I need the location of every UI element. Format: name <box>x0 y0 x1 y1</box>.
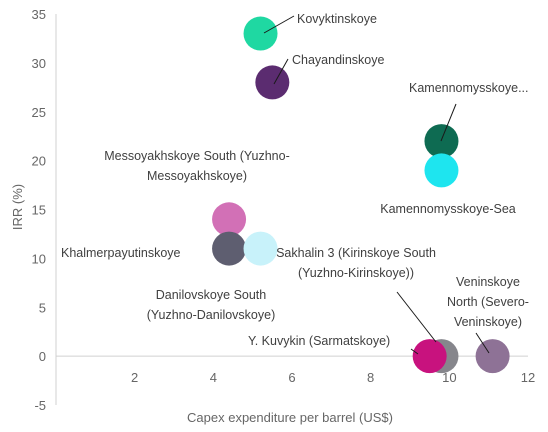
x-tick-label: 6 <box>288 370 295 385</box>
x-tick-label: 4 <box>210 370 217 385</box>
data-point[interactable] <box>424 153 459 188</box>
y-tick-label: 10 <box>32 251 46 266</box>
y-tick-label: 25 <box>32 105 46 120</box>
x-tick-label: 8 <box>367 370 374 385</box>
point-label: Danilovskoye South (Yuzhno-Danilovskoye) <box>147 288 276 322</box>
y-tick-label: 0 <box>39 349 46 364</box>
point-label: Kovyktinskoye <box>297 12 377 26</box>
point-label: Veninskoye North (Severo-Veninskoye) <box>447 275 529 329</box>
point-label: Messoyakhskoye South (Yuzhno-Messoyakhsk… <box>104 149 290 183</box>
x-tick-label: 10 <box>442 370 456 385</box>
y-tick-label: -5 <box>34 398 46 413</box>
point-label: Y. Kuvykin (Sarmatskoye) <box>248 334 390 348</box>
point-labels: Kovyktinskoye Chayandinskoye Kamennomyssko… <box>61 12 529 355</box>
y-axis-title: IRR (%) <box>10 184 25 230</box>
data-point[interactable] <box>475 339 510 374</box>
y-tick-label: 15 <box>32 203 46 218</box>
label-leader-line <box>440 103 457 142</box>
data-point[interactable] <box>412 339 447 374</box>
y-tick-label: 5 <box>39 300 46 315</box>
data-point[interactable] <box>212 231 247 266</box>
label-leader-line <box>475 332 490 354</box>
y-tick-label: 20 <box>32 154 46 169</box>
point-label: Kamennomysskoye-Sea <box>380 202 516 216</box>
y-tick-label: 30 <box>32 56 46 71</box>
x-tick-label: 2 <box>131 370 138 385</box>
point-label: Sakhalin 3 (Kirinskoye South (Yuzhno-Kiri… <box>276 246 436 280</box>
label-leader-line <box>396 291 437 343</box>
point-label: Chayandinskoye <box>292 53 384 67</box>
label-leader-line <box>410 348 419 355</box>
label-leader-line <box>273 58 289 85</box>
label-leader-line <box>263 15 295 34</box>
x-axis-title: Capex expenditure per barrel (US$) <box>187 410 393 425</box>
x-tick-label: 12 <box>521 370 535 385</box>
point-label: Khalmerpayutinskoye <box>61 246 181 260</box>
axes: -5 0 5 10 15 20 25 30 35 2 4 6 8 10 12 <box>32 7 536 413</box>
y-tick-label: 35 <box>32 7 46 22</box>
data-point[interactable] <box>255 65 290 100</box>
data-point[interactable] <box>243 231 278 266</box>
point-label: Kamennomysskoye... <box>409 81 529 95</box>
data-point[interactable] <box>212 202 247 237</box>
data-point[interactable] <box>243 16 278 51</box>
